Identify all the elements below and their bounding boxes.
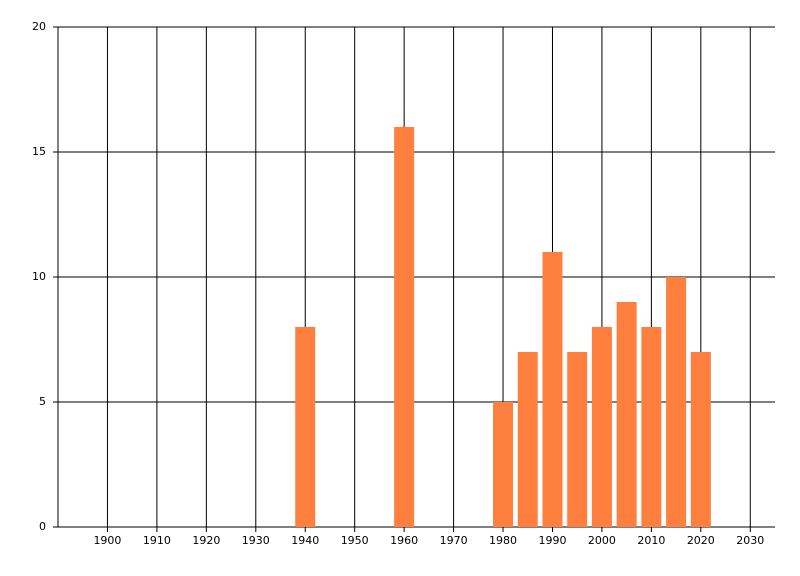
bar (394, 127, 415, 527)
y-tick-label: 0 (39, 520, 46, 533)
y-tick-label: 20 (32, 20, 46, 33)
bar (641, 327, 662, 527)
x-tick-label: 1930 (242, 534, 270, 547)
bar (517, 352, 538, 527)
x-tick-label: 1920 (192, 534, 220, 547)
bar (666, 277, 687, 527)
bar (493, 402, 514, 527)
bar (567, 352, 588, 527)
y-tick-label: 10 (32, 270, 46, 283)
x-tick-label: 2010 (637, 534, 665, 547)
bar (542, 252, 563, 527)
x-tick-label: 1910 (143, 534, 171, 547)
bar (616, 302, 637, 527)
bar (690, 352, 711, 527)
bar (591, 327, 612, 527)
x-tick-label: 1980 (489, 534, 517, 547)
x-tick-label: 2020 (687, 534, 715, 547)
x-tick-label: 1950 (341, 534, 369, 547)
x-tick-label: 1960 (390, 534, 418, 547)
y-tick-label: 15 (32, 145, 46, 158)
x-tick-label: 1900 (93, 534, 121, 547)
bar (295, 327, 316, 527)
y-tick-label: 5 (39, 395, 46, 408)
x-tick-label: 1940 (291, 534, 319, 547)
x-tick-label: 1970 (440, 534, 468, 547)
x-tick-label: 1990 (538, 534, 566, 547)
x-tick-label: 2030 (736, 534, 764, 547)
x-tick-label: 2000 (588, 534, 616, 547)
